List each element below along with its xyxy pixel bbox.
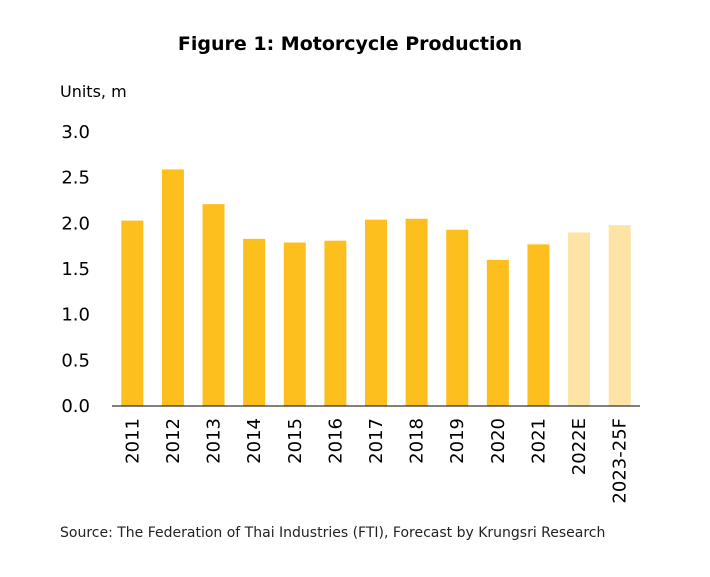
bar-2012 xyxy=(161,169,184,406)
bar-2011 xyxy=(121,220,144,406)
bar-2020 xyxy=(486,259,509,406)
x-axis-ticks: 2011 2012 2013 2014 2015 2016 2017 2018 2019 2020… xyxy=(122,418,630,504)
y-tick-label: 1.5 xyxy=(61,259,90,280)
x-tick-label: 2021 xyxy=(528,418,549,464)
y-tick-label: 0.5 xyxy=(61,350,90,371)
bar-2017 xyxy=(365,219,387,406)
x-tick-label: 2019 xyxy=(447,418,468,464)
x-tick-label: 2023-25F xyxy=(610,418,631,504)
y-axis-unit-label: Units, m xyxy=(60,82,127,101)
bar-2019 xyxy=(446,229,469,406)
y-tick-label: 1.0 xyxy=(61,305,90,326)
x-tick-label: 2018 xyxy=(407,418,428,464)
bar-2023-25F xyxy=(608,225,631,406)
y-tick-label: 0.0 xyxy=(61,396,90,417)
y-tick-label: 2.5 xyxy=(61,168,90,189)
x-tick-label: 2020 xyxy=(488,418,509,464)
x-tick-label: 2016 xyxy=(325,418,346,464)
bar-2014 xyxy=(243,238,266,406)
bar-2013 xyxy=(202,204,225,406)
bar-2022E xyxy=(568,232,591,406)
x-tick-label: 2017 xyxy=(366,418,387,464)
bar-2021 xyxy=(527,244,550,406)
x-tick-label: 2022E xyxy=(569,418,590,475)
chart-title: Figure 1: Motorcycle Production xyxy=(177,33,523,55)
x-tick-label: 2013 xyxy=(204,418,225,464)
x-tick-label: 2011 xyxy=(122,418,143,464)
x-tick-label: 2012 xyxy=(163,418,184,464)
bar-2018 xyxy=(405,218,428,406)
y-tick-label: 2.0 xyxy=(61,213,90,234)
source-note: Source: The Federation of Thai Industrie… xyxy=(60,525,606,541)
y-tick-label: 3.0 xyxy=(61,122,90,143)
x-tick-label: 2015 xyxy=(285,418,306,464)
bars xyxy=(121,169,631,406)
x-tick-label: 2014 xyxy=(244,418,265,464)
bar-2016 xyxy=(324,240,347,406)
bar-2015 xyxy=(283,242,306,406)
y-axis-ticks: 0.0 0.5 1.0 1.5 2.0 2.5 3.0 xyxy=(61,122,90,417)
